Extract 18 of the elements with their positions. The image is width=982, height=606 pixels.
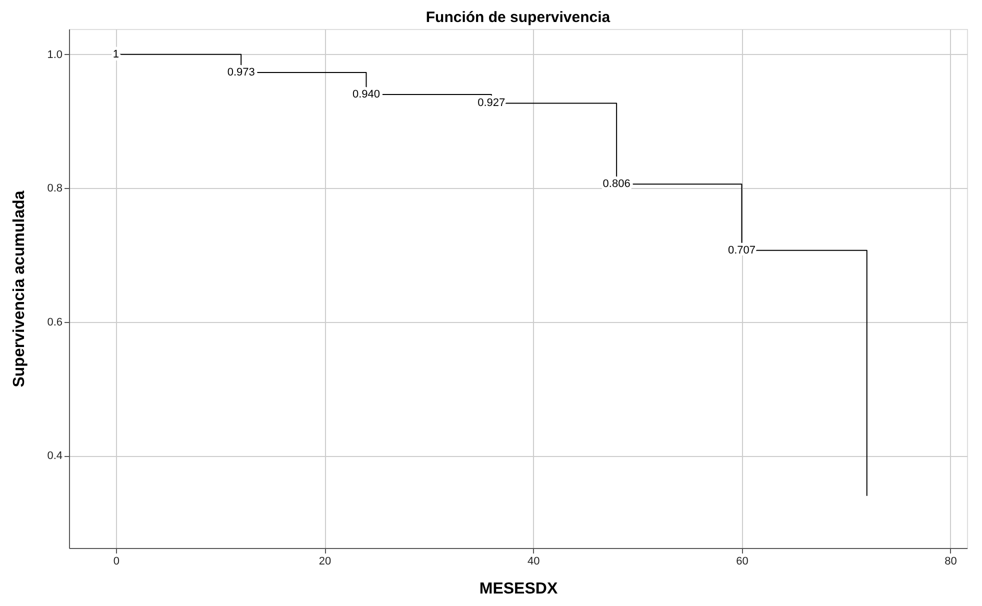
y-axis-title: Supervivencia acumulada bbox=[11, 190, 28, 388]
data-label: 0.940 bbox=[352, 88, 380, 101]
data-label: 0.927 bbox=[478, 97, 506, 110]
data-label: 1 bbox=[112, 48, 119, 60]
data-label: 0.806 bbox=[602, 178, 630, 190]
x-tick-label: 20 bbox=[318, 556, 332, 568]
data-label: 0.707 bbox=[728, 244, 756, 256]
x-tick-label: 60 bbox=[736, 556, 748, 568]
x-tick-label: 40 bbox=[528, 556, 540, 568]
x-tick-label: 0 bbox=[113, 556, 120, 568]
chart-title: Función de supervivencia bbox=[426, 9, 611, 26]
x-axis-title: MESESDX bbox=[479, 580, 558, 598]
data-label: 0.973 bbox=[227, 66, 255, 78]
y-tick-label: 0.6 bbox=[47, 316, 62, 328]
y-tick-label: 0.4 bbox=[47, 450, 62, 462]
x-tick-label: 80 bbox=[944, 556, 957, 568]
y-tick-label: 0.8 bbox=[47, 182, 62, 195]
y-tick-label: 1.0 bbox=[47, 48, 62, 61]
